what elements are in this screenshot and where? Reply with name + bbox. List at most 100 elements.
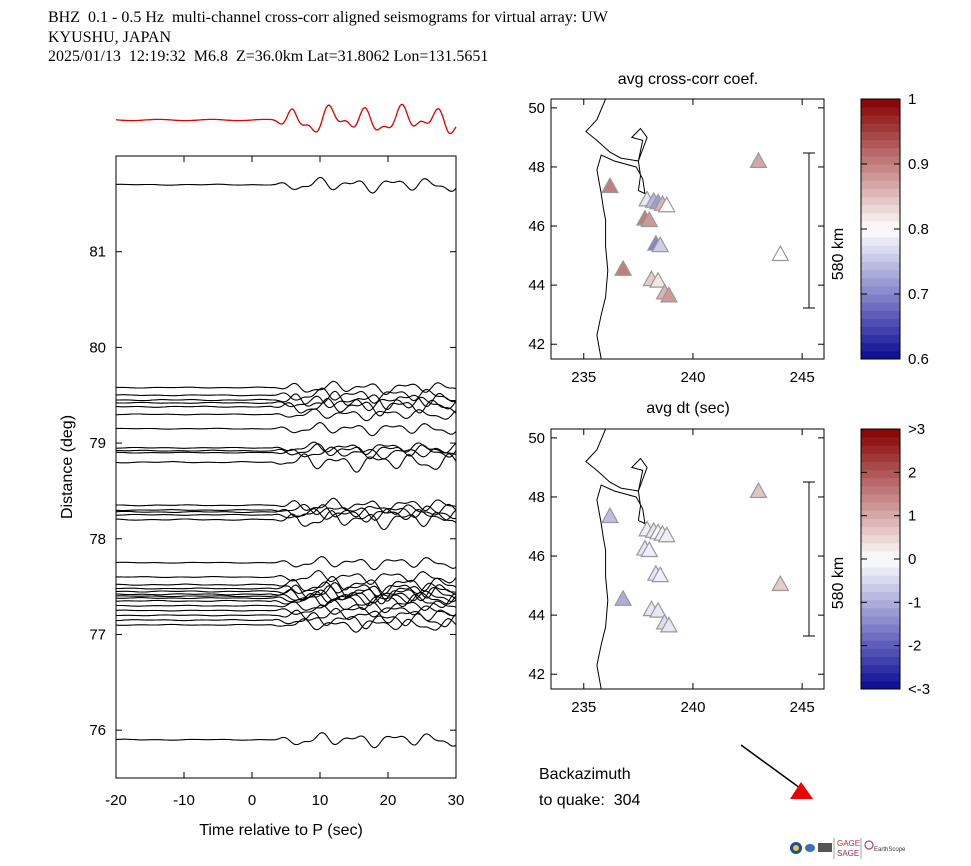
seismogram-trace xyxy=(116,398,456,417)
seismogram-axis-ticks: -20 -10 0 10 20 30 76 77 78 79 80 81 xyxy=(89,156,464,809)
seismogram-trace xyxy=(116,607,456,624)
colorbar-segment xyxy=(861,526,900,536)
colorbar-segment xyxy=(861,648,900,658)
earthscope-logo-text: EarthScope xyxy=(874,847,906,853)
seismogram-trace xyxy=(116,590,456,607)
colorbar-segment xyxy=(861,277,900,287)
map-top-scale-bar xyxy=(803,152,815,309)
map-y-tick-label: 42 xyxy=(528,336,545,353)
station-triangle xyxy=(600,506,619,524)
map-x-tick-label: 245 xyxy=(790,369,815,386)
colorbar-segment xyxy=(861,624,900,633)
colorbar-segment xyxy=(861,261,900,271)
colorbar-segment xyxy=(861,542,900,552)
colorbar-segment xyxy=(861,656,900,666)
seismogram-trace xyxy=(116,503,456,518)
map-bottom-stations xyxy=(600,481,790,633)
colorbar-segment xyxy=(861,534,900,544)
colorbar-segment xyxy=(861,640,900,649)
colorbar-segment xyxy=(861,664,900,674)
colorbar-segment xyxy=(861,269,900,279)
station-triangle xyxy=(614,589,633,606)
colorbar-segment xyxy=(861,510,900,519)
seismogram-trace xyxy=(116,176,456,194)
colorbar-segment xyxy=(861,131,900,141)
y-tick-label: 80 xyxy=(89,339,106,356)
colorbar-segment xyxy=(861,164,900,173)
station-triangle xyxy=(640,210,659,228)
map-bottom-coastline xyxy=(585,429,648,689)
colorbar-segment xyxy=(861,615,900,625)
station-triangle xyxy=(651,566,670,583)
colorbar-segment xyxy=(861,180,900,189)
stack-trace xyxy=(115,103,457,135)
map-x-tick-label: 240 xyxy=(680,699,705,716)
map-y-tick-label: 44 xyxy=(528,277,545,294)
colorbar-segment xyxy=(861,550,900,560)
map-bottom-scale-label: 580 km xyxy=(830,557,847,609)
colorbar-segment xyxy=(861,253,900,263)
map-y-tick-label: 48 xyxy=(528,159,545,176)
x-tick-label: -10 xyxy=(173,792,195,809)
seismogram-trace xyxy=(116,593,456,611)
colorbar-tick-label: -1 xyxy=(908,594,921,611)
header-line-3: 2025/01/13 12:19:32 M6.8 Z=36.0km Lat=31… xyxy=(48,48,489,65)
y-tick-label: 81 xyxy=(89,244,106,261)
colorbar-segment xyxy=(861,518,900,528)
map-top-coastline xyxy=(585,99,648,359)
colorbar-segment xyxy=(861,229,900,238)
colorbar-segment xyxy=(861,680,900,690)
colorbar-segment xyxy=(861,485,900,495)
seismogram-trace xyxy=(116,556,456,571)
colorbar-tick-label: 0.6 xyxy=(908,351,929,368)
colorbar-segment xyxy=(861,302,900,311)
seismogram-trace xyxy=(116,599,456,614)
seismogram-trace xyxy=(116,380,456,396)
x-tick-label: 20 xyxy=(380,792,397,809)
seismogram-xlabel: Time relative to P (sec) xyxy=(199,822,363,839)
colorbar-segment xyxy=(861,469,900,479)
colorbar-segment xyxy=(861,477,900,487)
colorbar-segment xyxy=(861,99,900,108)
map-y-tick-label: 50 xyxy=(528,100,545,117)
colorbar-segment xyxy=(861,575,900,584)
colorbar-dt xyxy=(860,428,901,690)
seismogram-trace xyxy=(116,508,456,523)
colorbar-segment xyxy=(861,350,900,360)
colorbar-segment xyxy=(861,196,900,206)
seismogram-trace xyxy=(116,390,456,410)
backazimuth-arrow-line xyxy=(740,744,801,789)
x-tick-label: 30 xyxy=(448,792,465,809)
colorbar-segment xyxy=(861,285,900,295)
colorbar-segment xyxy=(861,632,900,641)
header-line-2: KYUSHU, JAPAN xyxy=(48,28,171,46)
map-y-tick-label: 42 xyxy=(528,666,545,683)
seismogram-trace xyxy=(116,408,456,422)
station-triangle xyxy=(659,616,678,633)
colorbar-dt-ticks: >3 2 1 0 -1 -2 <-3 xyxy=(861,421,930,698)
station-triangle xyxy=(648,601,668,618)
x-tick-label: 10 xyxy=(312,792,329,809)
station-triangle xyxy=(771,244,790,262)
colorbar-segment xyxy=(861,599,900,609)
colorbar-segment xyxy=(861,342,900,352)
seismogram-ylabel: Distance (deg) xyxy=(59,415,76,519)
station-triangle xyxy=(600,176,619,194)
colorbar-segment xyxy=(861,115,900,124)
colorbar-tick-label: -2 xyxy=(908,638,921,655)
seismogram-traces xyxy=(116,176,456,749)
map-y-tick-label: 44 xyxy=(528,607,545,624)
colorbar-segment xyxy=(861,212,900,222)
backazimuth-triangle-marker xyxy=(790,782,813,799)
seismogram-trace xyxy=(116,446,456,460)
seismogram-trace xyxy=(116,604,456,618)
map-x-tick-label: 235 xyxy=(571,369,596,386)
earthscope-logo-icon xyxy=(864,840,874,850)
colorbar-segment xyxy=(861,672,900,682)
map-top-frame xyxy=(550,98,825,360)
map-x-tick-label: 240 xyxy=(680,369,705,386)
colorbar-tick-label: 2 xyxy=(908,464,916,481)
colorbar-segment xyxy=(861,318,900,328)
station-triangle xyxy=(771,574,790,592)
